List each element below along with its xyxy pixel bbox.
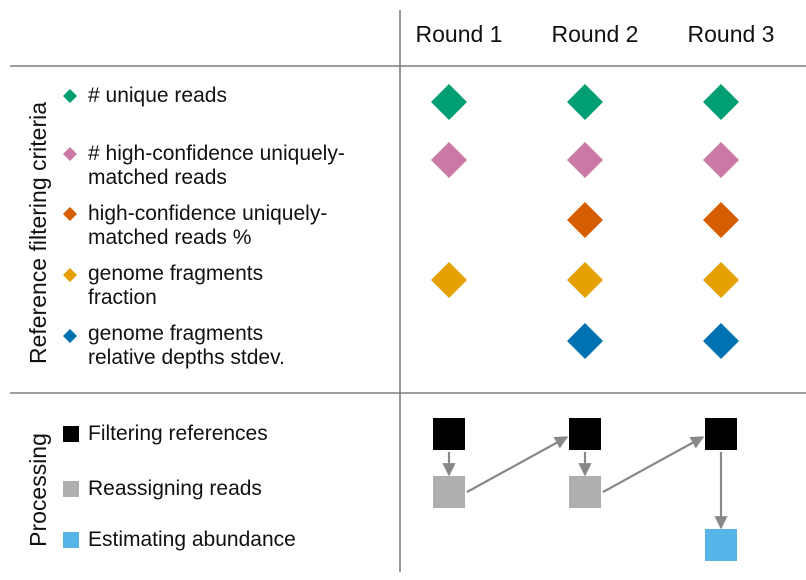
criterion-1-round-3-diamond [703, 84, 739, 120]
criterion-2-round-1-diamond [431, 142, 467, 178]
round-2-filter-box [569, 418, 601, 450]
legend-square-icon-reassigning [63, 481, 79, 497]
legend-diamond-icon-1 [63, 89, 77, 103]
criterion-3-round-2-diamond [567, 202, 603, 238]
legend-diamond-icon-3 [63, 207, 77, 221]
criterion-4-round-3-diamond [703, 262, 739, 298]
legend-square-icon-estimating [63, 532, 79, 548]
criterion-2-round-3-diamond [703, 142, 739, 178]
arrow-r1-reassign-to-r2-filter [466, 436, 569, 493]
processing-label-reassigning: Reassigning reads [88, 477, 262, 500]
header-round-2: Round 2 [551, 21, 639, 47]
processing-label-filtering: Filtering references [88, 422, 268, 445]
criterion-label-2: # high-confidence uniquely-matched reads [88, 142, 345, 189]
criterion-5-round-2-diamond [567, 323, 603, 359]
criterion-4-round-2-diamond [567, 262, 603, 298]
criterion-label-5: genome fragments relative depths stdev. [88, 322, 285, 369]
header-round-1: Round 1 [415, 21, 503, 47]
legend-diamond-icon-4 [63, 268, 77, 282]
round-1-reassign-box [433, 476, 465, 508]
criterion-3-round-3-diamond [703, 202, 739, 238]
round-2-reassign-box [569, 476, 601, 508]
legend-diamond-icon-5 [63, 329, 77, 343]
arrow-r2-reassign-to-r3-filter [602, 436, 705, 493]
criterion-1-round-2-diamond [567, 84, 603, 120]
round-3-estimate-box [705, 529, 737, 561]
criteria-section-title: Reference filtering criteria [25, 101, 51, 365]
round-1-filter-box [433, 418, 465, 450]
round-3-filter-box [705, 418, 737, 450]
criterion-label-1: # unique reads [88, 84, 227, 107]
criterion-2-round-2-diamond [567, 142, 603, 178]
header-round-3: Round 3 [687, 21, 775, 47]
legend-square-icon-filtering [63, 426, 79, 442]
processing-label-estimating: Estimating abundance [88, 528, 296, 551]
criterion-5-round-3-diamond [703, 323, 739, 359]
criterion-1-round-1-diamond [431, 84, 467, 120]
processing-section-title: Processing [25, 433, 51, 547]
criterion-label-4: genome fragments fraction [88, 262, 264, 309]
criterion-4-round-1-diamond [431, 262, 467, 298]
criterion-label-3: high-confidence uniquely-matched reads % [88, 202, 328, 249]
legend-diamond-icon-2 [63, 147, 77, 161]
